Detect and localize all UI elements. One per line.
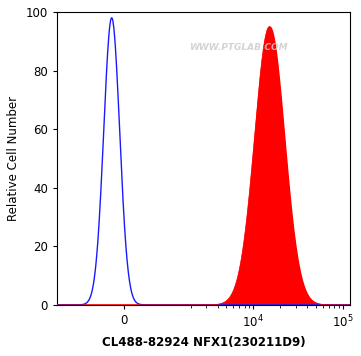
Y-axis label: Relative Cell Number: Relative Cell Number <box>7 96 20 221</box>
Text: WWW.PTGLAB.COM: WWW.PTGLAB.COM <box>189 43 288 52</box>
X-axis label: CL488-82924 NFX1(230211D9): CL488-82924 NFX1(230211D9) <box>101 336 305 349</box>
